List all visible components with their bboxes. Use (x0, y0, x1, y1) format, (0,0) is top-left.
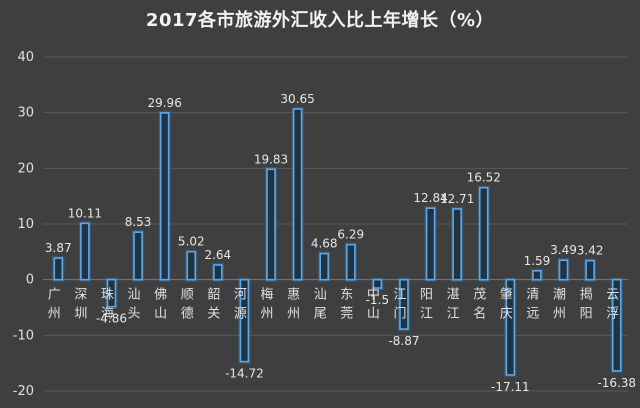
data-label: -16.38 (597, 376, 636, 390)
category-label: 珠海 (101, 288, 114, 322)
bar (452, 208, 462, 281)
category-label: 顺德 (181, 288, 194, 322)
category-label: 清远 (526, 288, 539, 322)
category-label: 肇庆 (500, 288, 513, 322)
bar (319, 252, 330, 281)
category-label: 深圳 (74, 288, 87, 322)
bar (532, 270, 542, 281)
data-label: 4.68 (311, 237, 338, 251)
bar (505, 278, 516, 376)
data-label: -8.87 (388, 334, 419, 348)
data-label: 10.11 (68, 206, 102, 220)
bar (266, 168, 276, 281)
data-label: 29.96 (147, 96, 181, 110)
category-label: 中山 (367, 288, 380, 322)
data-label: 3.49 (550, 243, 577, 257)
bar (345, 243, 356, 281)
data-label: 16.52 (467, 171, 501, 185)
bar (611, 278, 622, 372)
y-tick-label: 40 (17, 50, 34, 65)
data-label: 12.84 (413, 191, 447, 205)
data-label: 2.64 (204, 248, 231, 262)
bar (106, 278, 117, 308)
data-label: -14.72 (225, 367, 264, 381)
bar (478, 186, 489, 281)
category-label: 梅州 (261, 288, 274, 322)
bar (425, 207, 436, 281)
category-label: 佛山 (154, 288, 167, 322)
bar (53, 257, 64, 281)
category-label: 江门 (393, 288, 406, 322)
bar (292, 108, 303, 281)
category-label: 湛江 (447, 288, 460, 322)
category-label: 广州 (48, 288, 61, 322)
bar (80, 222, 90, 281)
category-label: 云浮 (606, 288, 619, 322)
y-tick-label: 10 (17, 217, 34, 232)
category-label: 潮州 (553, 288, 566, 322)
y-tick-label: 20 (17, 161, 34, 176)
data-label: -4.86 (96, 312, 127, 326)
y-tick-label: 30 (17, 106, 34, 121)
category-label: 东莞 (340, 288, 353, 322)
category-label: 汕尾 (314, 288, 327, 322)
y-tick-label: -10 (13, 328, 34, 343)
data-label: 12.71 (440, 192, 474, 206)
bar (558, 259, 569, 281)
bar (372, 278, 383, 289)
data-label: 8.53 (125, 215, 152, 229)
data-label: 19.83 (254, 152, 288, 166)
data-label: -17.11 (491, 380, 530, 394)
category-label: 河源 (234, 288, 247, 322)
data-label: 1.59 (524, 254, 551, 268)
data-label: 5.02 (178, 235, 205, 249)
bar (585, 259, 595, 281)
data-label: 3.87 (45, 241, 72, 255)
bar (399, 278, 409, 330)
category-label: 阳江 (420, 288, 433, 322)
y-tick-label: 0 (26, 273, 34, 288)
data-label: 3.42 (577, 244, 604, 258)
bar (159, 112, 170, 281)
data-label: -1.5 (366, 293, 389, 307)
category-label: 惠州 (287, 288, 300, 322)
data-label: 30.65 (280, 92, 314, 106)
bar (133, 231, 143, 281)
bar (186, 250, 197, 281)
chart-title: 2017各市旅游外汇收入比上年增长（%） (145, 10, 495, 31)
bar (239, 278, 250, 363)
data-label: 6.29 (337, 228, 364, 242)
category-label: 茂名 (473, 288, 486, 322)
bar (213, 264, 223, 281)
category-label: 韶关 (207, 287, 220, 322)
y-tick-label: -20 (13, 384, 34, 399)
category-label: 揭阳 (580, 288, 593, 322)
category-label: 汕头 (128, 288, 141, 322)
